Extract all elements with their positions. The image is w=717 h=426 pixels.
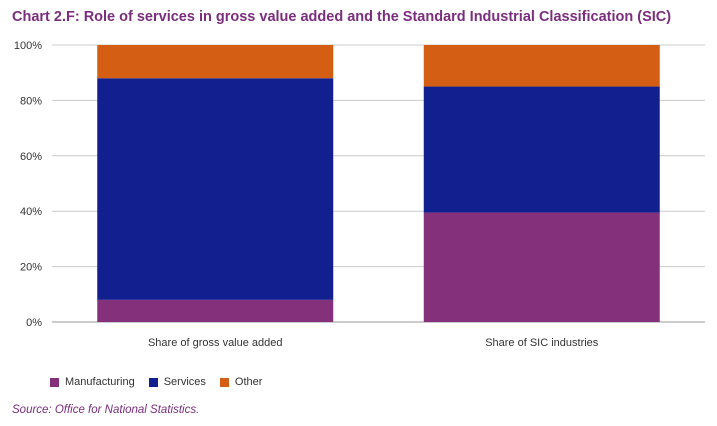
chart-title: Chart 2.F: Role of services in gross val… (12, 9, 672, 25)
bar-0-other (97, 45, 334, 79)
source-note: Source: Office for National Statistics. (12, 404, 200, 416)
y-tick-label-0: 0% (26, 317, 42, 329)
x-category-label-0: Share of gross value added (148, 337, 283, 349)
legend-item-manufacturing: Manufacturing (50, 376, 135, 388)
bar-0-services (97, 78, 334, 300)
legend-item-services: Services (148, 376, 206, 388)
y-tick-label-3: 60% (20, 151, 42, 163)
legend-swatch-services (148, 377, 158, 387)
bar-1-other (423, 45, 660, 87)
legend-item-other: Other (219, 376, 263, 388)
y-tick-label-1: 20% (20, 262, 42, 274)
y-tick-label-2: 40% (20, 206, 42, 218)
bar-1-manufacturing (423, 212, 660, 322)
x-category-label-1: Share of SIC industries (485, 337, 599, 349)
legend-swatch-manufacturing (50, 377, 59, 387)
legend-label-manufacturing: Manufacturing (65, 376, 135, 388)
legend-swatch-other (219, 377, 229, 387)
bar-0-manufacturing (97, 299, 334, 322)
legend-label-services: Services (163, 376, 206, 388)
legend-label-other: Other (234, 376, 263, 388)
stacked-bar-chart: 0% 20% 40% 60% 80% 100% Share of gross value a… (14, 40, 705, 349)
bar-1-services (423, 86, 660, 213)
legend: Manufacturing Services Other (50, 376, 262, 388)
y-tick-label-5: 100% (14, 40, 42, 52)
y-tick-label-4: 80% (20, 95, 42, 107)
